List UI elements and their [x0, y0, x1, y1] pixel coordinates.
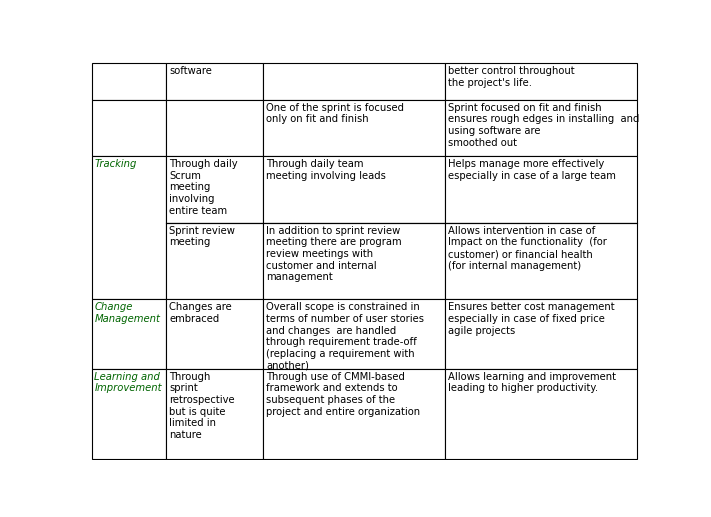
Text: Learning and
Improvement: Learning and Improvement — [95, 372, 162, 393]
Bar — [445, 223, 637, 299]
Text: Sprint review
meeting: Sprint review meeting — [169, 226, 235, 248]
Bar — [92, 100, 166, 156]
Bar — [264, 299, 445, 369]
Bar — [264, 100, 445, 156]
Text: Overall scope is constrained in
terms of number of user stories
and changes  are: Overall scope is constrained in terms of… — [266, 302, 424, 370]
Bar — [264, 156, 445, 223]
Text: Ensures better cost management
especially in case of fixed price
agile projects: Ensures better cost management especiall… — [448, 302, 614, 336]
Text: software: software — [169, 66, 212, 76]
Bar — [166, 156, 264, 223]
Bar — [166, 369, 264, 459]
Text: Tracking: Tracking — [95, 159, 137, 169]
Text: Allows intervention in case of
Impact on the functionality  (for
customer) or fi: Allows intervention in case of Impact on… — [448, 226, 606, 270]
Bar — [445, 369, 637, 459]
Text: One of the sprint is focused
only on fit and finish: One of the sprint is focused only on fit… — [266, 103, 405, 125]
Bar — [264, 369, 445, 459]
Text: Through daily team
meeting involving leads: Through daily team meeting involving lea… — [266, 159, 386, 181]
Text: better control throughout
the project's life.: better control throughout the project's … — [448, 66, 574, 87]
Bar — [445, 63, 637, 100]
Bar — [92, 63, 166, 100]
Text: Through
sprint
retrospective
but is quite
limited in
nature: Through sprint retrospective but is quit… — [169, 372, 235, 440]
Text: Change
Management: Change Management — [95, 302, 160, 324]
Text: In addition to sprint review
meeting there are program
review meetings with
cust: In addition to sprint review meeting the… — [266, 226, 402, 282]
Text: Sprint focused on fit and finish
ensures rough edges in installing  and
using so: Sprint focused on fit and finish ensures… — [448, 103, 639, 148]
Bar — [92, 369, 166, 459]
Bar — [445, 100, 637, 156]
Bar — [92, 299, 166, 369]
Text: Through use of CMMI-based
framework and extends to
subsequent phases of the
proj: Through use of CMMI-based framework and … — [266, 372, 420, 417]
Bar — [264, 63, 445, 100]
Bar — [166, 100, 264, 156]
Bar — [264, 223, 445, 299]
Text: Allows learning and improvement
leading to higher productivity.: Allows learning and improvement leading … — [448, 372, 616, 393]
Text: Through daily
Scrum
meeting
involving
entire team: Through daily Scrum meeting involving en… — [169, 159, 237, 216]
Bar — [166, 63, 264, 100]
Text: Helps manage more effectively
especially in case of a large team: Helps manage more effectively especially… — [448, 159, 616, 181]
Bar — [166, 223, 264, 299]
Bar — [166, 299, 264, 369]
Bar — [445, 156, 637, 223]
Bar — [445, 299, 637, 369]
Bar — [92, 156, 166, 299]
Text: Changes are
embraced: Changes are embraced — [169, 302, 232, 324]
